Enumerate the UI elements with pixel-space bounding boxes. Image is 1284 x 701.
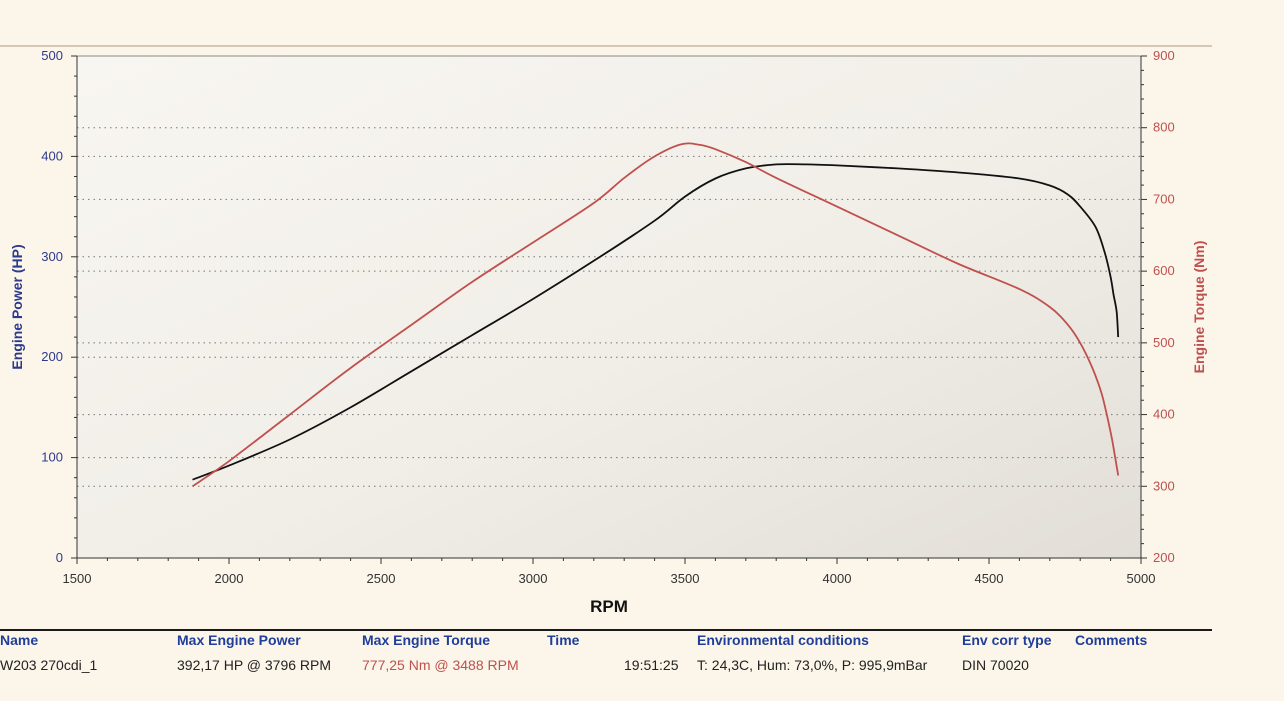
y-right-tick-label: 800 bbox=[1153, 120, 1175, 135]
header-comments: Comments bbox=[1075, 632, 1148, 648]
x-axis-title: RPM bbox=[590, 597, 628, 616]
dyno-chart: 1500 2000 2500 3000 3500 4000 4500 5000 0 100 200 3… bbox=[0, 45, 1212, 616]
y-left-tick-label: 300 bbox=[41, 249, 63, 264]
x-tick-label: 2000 bbox=[215, 571, 244, 586]
y-right-tick-label: 500 bbox=[1153, 335, 1175, 350]
max-engine-power-curve bbox=[192, 163, 1120, 481]
x-tick-label: 3000 bbox=[519, 571, 548, 586]
y-left-tick-label: 0 bbox=[56, 550, 63, 565]
curves bbox=[191, 142, 1120, 488]
header-max-power: Max Engine Power bbox=[177, 632, 301, 648]
env-conditions-value: T: 24,3C, Hum: 73,0%, P: 995,9mBar bbox=[697, 657, 928, 673]
y-right-tick-label: 900 bbox=[1153, 48, 1175, 63]
x-tick-label: 2500 bbox=[367, 571, 396, 586]
time-value: 19:51:25 bbox=[624, 657, 679, 673]
y-right-tick-label: 700 bbox=[1153, 191, 1175, 206]
header-name: Name bbox=[0, 632, 39, 648]
x-tick-label: 4500 bbox=[975, 571, 1004, 586]
footer-rule bbox=[0, 629, 1212, 631]
y-axis-left-title: Engine Power (HP) bbox=[9, 244, 25, 369]
header-max-torque: Max Engine Torque bbox=[362, 632, 491, 648]
env-corr-type-value: DIN 70020 bbox=[962, 657, 1029, 673]
x-tick-label: 5000 bbox=[1127, 571, 1156, 586]
y-right-tick-label: 300 bbox=[1153, 478, 1175, 493]
max-engine-torque-curve bbox=[191, 142, 1120, 488]
axis-labels: 1500 2000 2500 3000 3500 4000 4500 5000 0 100 200 3… bbox=[9, 48, 1207, 616]
y-left-tick-label: 200 bbox=[41, 349, 63, 364]
x-tick-label: 4000 bbox=[823, 571, 852, 586]
header-time: Time bbox=[547, 632, 580, 648]
x-tick-label: 1500 bbox=[63, 571, 92, 586]
grid-lines bbox=[77, 127, 1141, 487]
y-right-tick-label: 200 bbox=[1153, 550, 1175, 565]
max-power-value: 392,17 HP @ 3796 RPM bbox=[177, 657, 332, 673]
y-right-tick-label: 400 bbox=[1153, 407, 1175, 422]
results-table: Name Max Engine Power Max Engine Torque … bbox=[0, 628, 1212, 701]
y-axis-right-title: Engine Torque (Nm) bbox=[1191, 241, 1207, 374]
max-torque-value: 777,25 Nm @ 3488 RPM bbox=[362, 657, 519, 673]
x-tick-label: 3500 bbox=[671, 571, 700, 586]
y-left-tick-label: 100 bbox=[41, 450, 63, 465]
y-right-tick-label: 600 bbox=[1153, 263, 1175, 278]
header-env-corr-type: Env corr type bbox=[962, 632, 1052, 648]
plot-area bbox=[76, 55, 1142, 559]
header-env-conditions: Environmental conditions bbox=[697, 632, 869, 648]
y-left-tick-label: 500 bbox=[41, 48, 63, 63]
y-left-tick-label: 400 bbox=[41, 148, 63, 163]
run-name: W203 270cdi_1 bbox=[0, 657, 98, 673]
axes bbox=[71, 55, 1147, 564]
